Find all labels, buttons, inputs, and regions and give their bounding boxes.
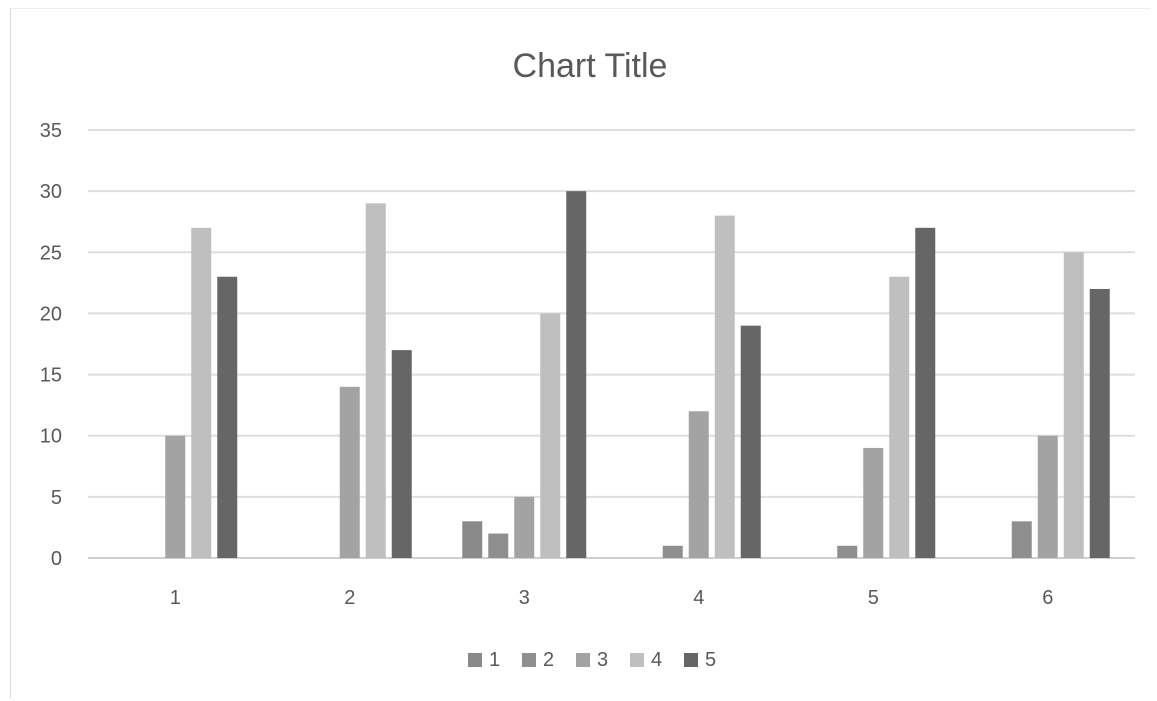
bar-series-4-cat-3 — [540, 313, 561, 558]
x-tick-label: 2 — [344, 587, 355, 609]
bar-series-4-cat-2 — [365, 203, 386, 558]
bar-series-2-cat-6 — [1011, 521, 1032, 558]
y-tick-label: 5 — [51, 487, 62, 509]
legend-label: 4 — [651, 649, 662, 671]
bar-series-5-cat-2 — [391, 350, 412, 558]
bar-series-4-cat-6 — [1063, 252, 1084, 559]
y-axis-ticks: 0 5 10 15 20 25 30 35 — [40, 120, 62, 570]
bar-series-2-cat-3 — [488, 533, 509, 558]
bar-series-5-cat-1 — [217, 276, 238, 558]
bar-series-4-cat-4 — [714, 215, 735, 558]
bar-series-5-cat-6 — [1089, 288, 1110, 558]
legend-label: 2 — [543, 649, 554, 671]
bar-series-1-cat-3 — [462, 521, 483, 558]
legend-swatch — [630, 653, 644, 667]
legend-label: 5 — [705, 649, 716, 671]
chart-title: Chart Title — [513, 47, 668, 85]
x-tick-label: 1 — [170, 587, 181, 609]
bars — [165, 191, 1110, 559]
bar-series-2-cat-4 — [662, 545, 683, 558]
gridlines — [88, 129, 1135, 559]
legend-swatch — [522, 653, 536, 667]
x-tick-label: 4 — [693, 587, 704, 609]
legend-swatch — [468, 653, 482, 667]
legend: 1 2 3 4 5 — [468, 649, 716, 671]
bar-series-5-cat-4 — [740, 325, 761, 558]
bar-series-4-cat-1 — [191, 227, 212, 559]
x-tick-label: 5 — [868, 587, 879, 609]
x-tick-label: 6 — [1042, 587, 1053, 609]
bar-series-3-cat-3 — [514, 496, 535, 558]
bar-series-5-cat-5 — [915, 227, 936, 559]
bar-series-3-cat-4 — [688, 411, 709, 558]
x-tick-label: 3 — [519, 587, 530, 609]
bar-series-4-cat-5 — [889, 276, 910, 558]
legend-swatch — [576, 653, 590, 667]
y-tick-label: 25 — [40, 242, 62, 264]
y-tick-label: 20 — [40, 303, 62, 325]
x-axis-ticks: 1 2 3 4 5 6 — [170, 587, 1054, 609]
y-tick-label: 15 — [40, 365, 62, 387]
legend-label: 1 — [489, 649, 500, 671]
bar-series-3-cat-5 — [863, 447, 884, 558]
y-tick-label: 0 — [51, 548, 62, 570]
bar-series-3-cat-6 — [1037, 435, 1058, 558]
y-tick-label: 35 — [40, 120, 62, 142]
legend-label: 3 — [597, 649, 608, 671]
bar-series-3-cat-1 — [165, 435, 186, 558]
bar-series-3-cat-2 — [339, 386, 360, 558]
bar-series-2-cat-5 — [837, 545, 858, 558]
y-tick-label: 10 — [40, 426, 62, 448]
bar-series-5-cat-3 — [566, 191, 587, 558]
y-tick-label: 30 — [40, 181, 62, 203]
legend-swatch — [684, 653, 698, 667]
